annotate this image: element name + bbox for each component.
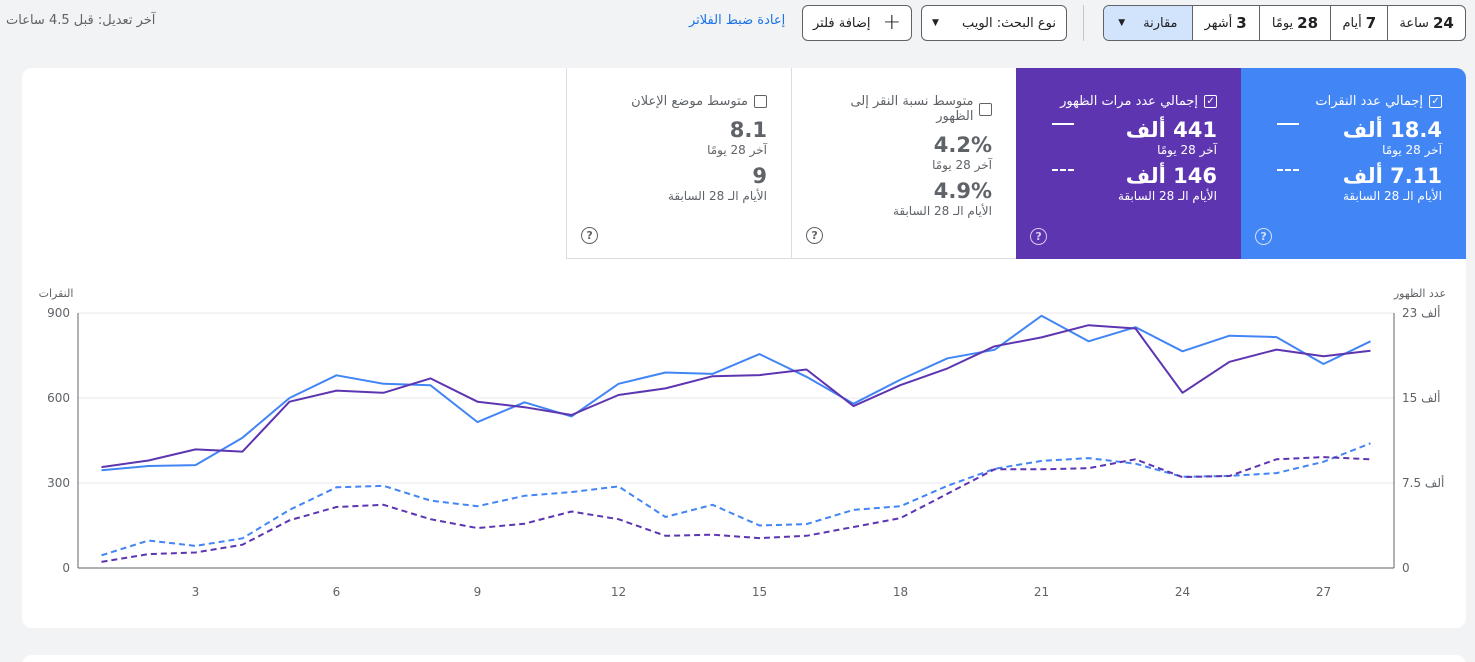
toolbar: آخر تعديل: قبل 4.5 ساعات إعادة ضبط الفلا… (0, 0, 1475, 46)
right-axis-ticks: 23 ألف 15 ألف 7.5 ألف 0 (1402, 305, 1444, 575)
x-tick-label: 3 (192, 585, 200, 599)
chart-lines (101, 314, 1371, 563)
range-24-hours[interactable]: 24 ساعة (1387, 6, 1465, 40)
metric-current-period: آخر 28 يومًا (932, 158, 992, 172)
range-28-days-label: يومًا (1271, 15, 1294, 31)
range-28-days-number: 28 (1297, 14, 1319, 32)
left-tick-label: 900 (47, 306, 70, 320)
range-3-months[interactable]: 3 أشهر (1191, 6, 1259, 40)
range-7-days[interactable]: 7 أيام (1330, 6, 1387, 40)
metric-tile-impressions[interactable]: ✓ إجمالي عدد مرات الظهور 441 ألف آخر 28 … (1016, 68, 1241, 259)
help-icon[interactable]: ? (1030, 228, 1047, 245)
caret-down-icon: ▼ (932, 18, 939, 28)
metric-current-value: 8.1 (729, 118, 767, 142)
left-axis-title: النقرات (39, 287, 74, 300)
metric-current-value: 4.2% (933, 133, 992, 157)
checkbox-checked-icon[interactable]: ✓ (1204, 95, 1217, 108)
metric-current-value: 441 ألف (1125, 118, 1217, 142)
performance-chart[interactable]: النقرات عدد الظهور 900 600 300 0 23 ألف 15 أ… (22, 68, 1466, 628)
right-tick-label: 15 ألف (1402, 390, 1441, 405)
plus-icon: + (882, 10, 901, 35)
search-type-dropdown[interactable]: ▼ نوع البحث: الويب (921, 5, 1067, 41)
metric-current-period: آخر 28 يومًا (1382, 143, 1442, 157)
metric-label: إجمالي عدد النقرات (1315, 94, 1423, 109)
add-filter-label: إضافة فلتر (813, 15, 871, 31)
date-range-selector: ▼ مقارنة 3 أشهر 28 يومًا 7 أيام 24 ساعة (1103, 5, 1466, 41)
metric-previous-period: الأيام الـ 28 السابقة (892, 204, 992, 218)
left-tick-label: 0 (62, 561, 70, 575)
dashed-line-legend-icon (1052, 169, 1074, 171)
series-line-impressions-previous (101, 456, 1371, 563)
caret-down-icon: ▼ (1118, 18, 1126, 28)
help-icon[interactable]: ? (806, 227, 823, 244)
left-axis-ticks: 900 600 300 0 (47, 306, 70, 575)
add-filter-button[interactable]: إضافة فلتر + (802, 5, 912, 41)
x-tick-label: 12 (611, 585, 626, 599)
metric-previous-period: الأيام الـ 28 السابقة (1117, 189, 1217, 203)
secondary-card (22, 655, 1466, 662)
x-tick-label: 24 (1175, 585, 1190, 599)
solid-line-legend-icon (1277, 123, 1299, 125)
metric-current-period: آخر 28 يومًا (1157, 143, 1217, 157)
chart-grid (77, 312, 1395, 569)
metric-label: إجمالي عدد مرات الظهور (1060, 94, 1198, 109)
right-tick-label: 23 ألف (1402, 305, 1441, 320)
metric-tile-ctr[interactable]: متوسط نسبة النقر إلى الظهور 4.2% آخر 28 … (791, 68, 1016, 259)
x-tick-label: 21 (1034, 585, 1049, 599)
metric-previous-period: الأيام الـ 28 السابقة (667, 189, 767, 203)
range-24-hours-label: ساعة (1399, 15, 1429, 31)
x-tick-label: 6 (333, 585, 341, 599)
series-line-impressions-current (101, 324, 1371, 469)
left-tick-label: 300 (47, 476, 70, 490)
checkbox-unchecked-icon[interactable] (979, 102, 992, 116)
series-line-clicks-current (101, 314, 1371, 472)
help-icon[interactable]: ? (581, 227, 598, 244)
right-tick-label: 0 (1402, 561, 1410, 575)
compare-dropdown[interactable]: ▼ مقارنة (1104, 6, 1192, 40)
metric-previous-value: 7.11 ألف (1342, 164, 1442, 188)
help-icon[interactable]: ? (1255, 228, 1272, 245)
left-tick-label: 600 (47, 391, 70, 405)
metric-previous-period: الأيام الـ 28 السابقة (1342, 189, 1442, 203)
metric-previous-value: 9 (752, 164, 767, 188)
range-3-months-label: أشهر (1204, 15, 1233, 31)
metric-tile-clicks[interactable]: ✓ إجمالي عدد النقرات 18.4 ألف آخر 28 يوم… (1241, 68, 1466, 259)
range-7-days-number: 7 (1365, 14, 1377, 32)
reset-filters-link[interactable]: إعادة ضبط الفلاتر (689, 13, 786, 28)
last-update-text: آخر تعديل: قبل 4.5 ساعات (6, 13, 156, 28)
right-tick-label: 7.5 ألف (1402, 475, 1444, 490)
checkbox-unchecked-icon[interactable] (754, 95, 767, 108)
dashed-line-legend-icon (1277, 169, 1299, 171)
performance-card: ✓ إجمالي عدد النقرات 18.4 ألف آخر 28 يوم… (22, 68, 1466, 628)
metric-previous-value: 146 ألف (1125, 164, 1217, 188)
range-7-days-label: أيام (1342, 15, 1362, 31)
metric-label: متوسط موضع الإعلان (631, 94, 748, 109)
compare-label: مقارنة (1143, 15, 1178, 31)
toolbar-divider (1083, 5, 1084, 41)
solid-line-legend-icon (1052, 123, 1074, 125)
search-type-label: نوع البحث: الويب (961, 15, 1056, 31)
right-axis-title: عدد الظهور (1393, 287, 1446, 300)
metric-previous-value: 4.9% (933, 179, 992, 203)
x-tick-label: 27 (1316, 585, 1331, 599)
x-tick-label: 18 (893, 585, 908, 599)
x-axis-ticks: 3 6 9 12 15 18 21 24 27 (192, 585, 1331, 599)
range-24-hours-number: 24 (1432, 14, 1454, 32)
range-3-months-number: 3 (1236, 14, 1247, 32)
series-line-clicks-previous (101, 442, 1371, 557)
metric-current-period: آخر 28 يومًا (707, 143, 767, 157)
metric-current-value: 18.4 ألف (1342, 118, 1442, 142)
range-28-days[interactable]: 28 يومًا (1258, 6, 1331, 40)
x-tick-label: 15 (752, 585, 767, 599)
checkbox-checked-icon[interactable]: ✓ (1429, 95, 1442, 108)
metric-tile-position[interactable]: متوسط موضع الإعلان 8.1 آخر 28 يومًا 9 ال… (566, 68, 791, 259)
x-tick-label: 9 (474, 585, 482, 599)
metric-label: متوسط نسبة النقر إلى الظهور (850, 94, 974, 124)
